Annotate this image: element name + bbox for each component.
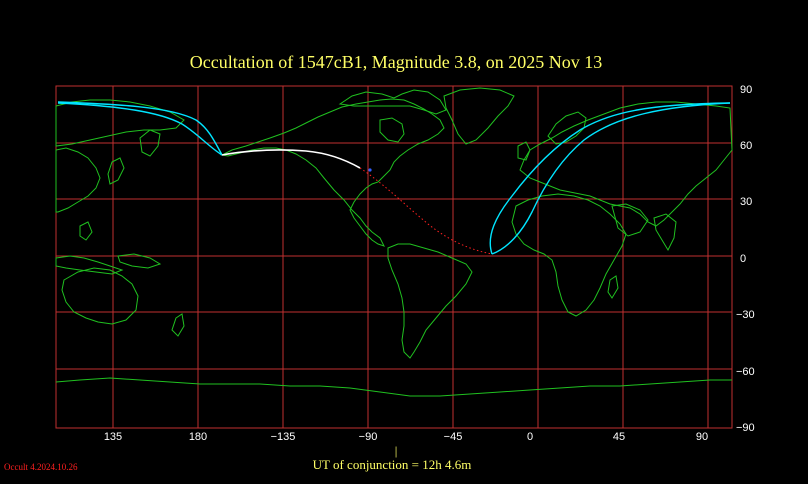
coast-arabia <box>611 203 649 237</box>
track-limit-south-west <box>57 102 223 156</box>
coast-new-zealand <box>171 313 185 337</box>
track-limit-north-east <box>489 102 731 255</box>
coastlines <box>55 87 733 397</box>
coast-madagascar <box>607 275 619 299</box>
x-axis-labels: 135 180 −135 −90 −45 0 45 90 <box>104 431 708 443</box>
y-tick-label: −60 <box>736 366 755 378</box>
coast-hudson-bay <box>379 117 405 143</box>
x-tick-label: −45 <box>444 431 463 443</box>
coast-eurasia <box>519 101 733 227</box>
conjunction-time-label: UT of conjunction = 12h 4.6m <box>313 457 472 472</box>
y-tick-label: −90 <box>736 422 755 434</box>
coast-british-isles <box>517 141 531 161</box>
x-tick-label: −135 <box>271 431 296 443</box>
coast-philippines <box>79 221 93 241</box>
coast-north-america <box>220 98 445 247</box>
map-frame <box>55 85 733 429</box>
track-daylight <box>359 167 493 255</box>
x-tick-label: 180 <box>189 431 207 443</box>
y-tick-label: 60 <box>740 140 752 152</box>
coast-arctic-islands <box>338 89 447 115</box>
coast-africa <box>511 193 627 317</box>
occultation-tracks <box>57 101 731 255</box>
coast-greenland <box>443 87 515 145</box>
x-tick-label: 135 <box>104 431 122 443</box>
y-tick-label: 30 <box>740 196 752 208</box>
y-tick-label: −30 <box>736 309 755 321</box>
coast-east-asia-left <box>55 147 101 213</box>
coast-antarctica <box>55 377 732 397</box>
coast-india <box>653 213 677 252</box>
coast-new-guinea <box>117 253 162 269</box>
track-limit-north-west <box>57 101 223 156</box>
version-label: Occult 4.2024.10.26 <box>4 462 78 472</box>
x-tick-label: 0 <box>527 431 533 443</box>
coast-siberia-left <box>55 99 185 147</box>
conjunction-marker: | <box>395 443 398 458</box>
x-tick-label: 45 <box>613 431 625 443</box>
x-tick-label: −90 <box>359 431 378 443</box>
x-tick-label: 90 <box>696 431 708 443</box>
coast-indonesia <box>55 255 124 275</box>
map-title: Occultation of 1547cB1, Magnitude 3.8, o… <box>190 52 602 72</box>
graticule <box>56 86 732 428</box>
coast-japan <box>107 157 125 185</box>
track-centre-line <box>221 149 361 169</box>
y-axis-labels: 90 60 30 0 −30 −60 −90 <box>736 84 755 434</box>
y-tick-label: 0 <box>740 253 746 265</box>
coast-south-america <box>387 243 473 359</box>
observer-marker <box>368 168 372 172</box>
track-limit-south-east <box>491 102 731 255</box>
y-tick-label: 90 <box>740 84 752 96</box>
coast-australia <box>61 267 139 325</box>
